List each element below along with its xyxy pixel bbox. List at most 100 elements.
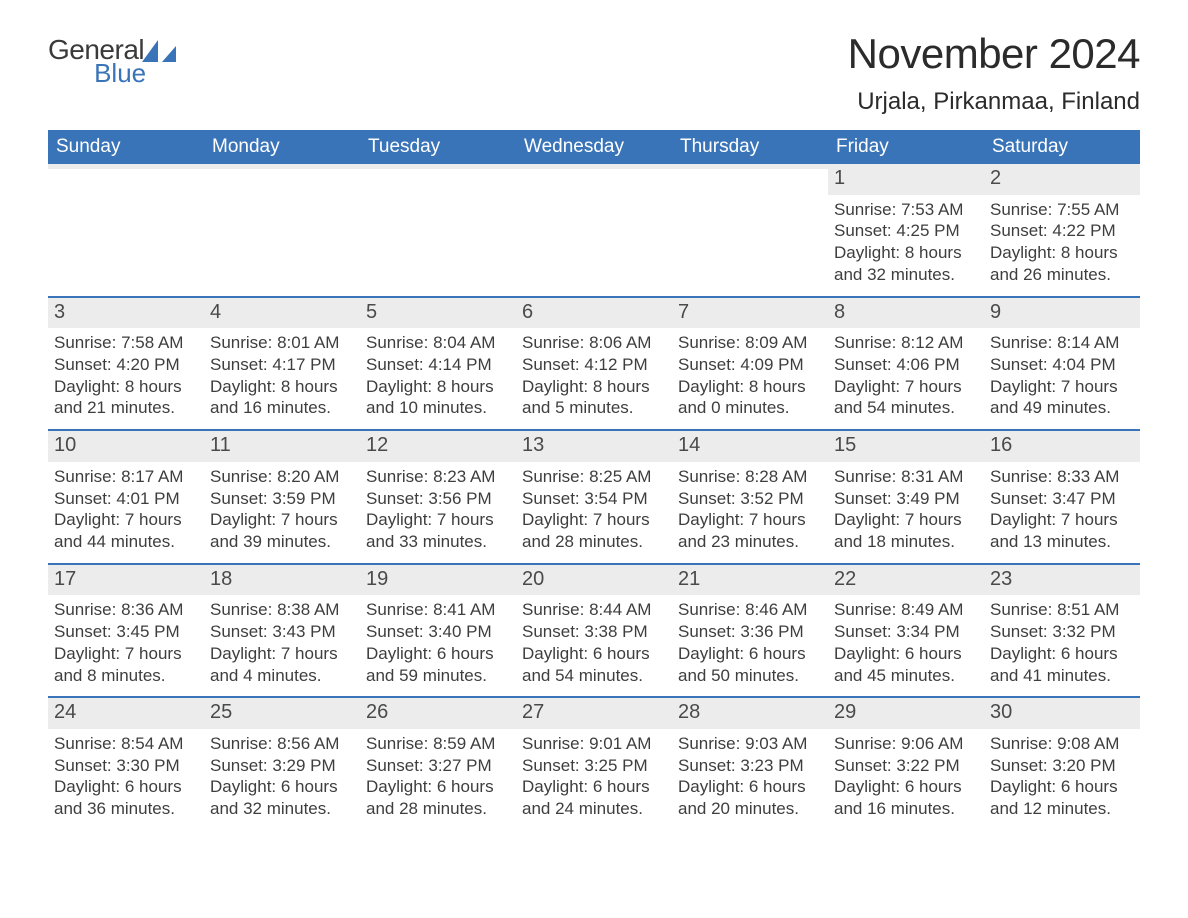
sunrise-text: Sunrise: 8:41 AM bbox=[366, 599, 510, 621]
daylight1-text: Daylight: 8 hours bbox=[366, 376, 510, 398]
week-row: 10 Sunrise: 8:17 AMSunset: 4:01 PM Dayligh… bbox=[48, 429, 1140, 563]
day-number: 23 bbox=[984, 565, 1140, 596]
daylight1-text: Daylight: 8 hours bbox=[522, 376, 666, 398]
daylight2-text: and 24 minutes. bbox=[522, 798, 666, 820]
daylight1-text: Daylight: 6 hours bbox=[834, 776, 978, 798]
sunrise-text: Sunrise: 8:17 AM bbox=[54, 466, 198, 488]
daylight2-text: and 12 minutes. bbox=[990, 798, 1134, 820]
location: Urjala, Pirkanmaa, Finland bbox=[848, 88, 1140, 116]
daylight1-text: Daylight: 8 hours bbox=[678, 376, 822, 398]
daylight2-text: and 50 minutes. bbox=[678, 665, 822, 687]
day-cell: 21Sunrise: 8:46 AMSunset: 3:36 PMDayligh… bbox=[672, 565, 828, 697]
daylight1-text: Daylight: 7 hours bbox=[990, 376, 1134, 398]
day-number: 2 bbox=[984, 164, 1140, 195]
day-cell: 5Sunrise: 8:04 AMSunset: 4:14 PMDaylight… bbox=[360, 298, 516, 430]
day-number: 10 bbox=[48, 431, 204, 462]
daylight2-text: and 10 minutes. bbox=[366, 397, 510, 419]
daylight1-text: Daylight: 6 hours bbox=[678, 776, 822, 798]
day-number: 12 bbox=[360, 431, 516, 462]
daylight1-text: Daylight: 6 hours bbox=[678, 643, 822, 665]
sunset-text: Sunset: 3:25 PM bbox=[522, 755, 666, 777]
sunrise-text: Sunrise: 8:36 AM bbox=[54, 599, 198, 621]
daylight1-text: Daylight: 7 hours bbox=[366, 509, 510, 531]
day-number: 9 bbox=[984, 298, 1140, 329]
weeks-container: 1Sunrise: 7:53 AMSunset: 4:25 PMDaylight… bbox=[48, 164, 1140, 830]
daylight1-text: Daylight: 7 hours bbox=[210, 643, 354, 665]
day-cell: 17Sunrise: 8:36 AMSunset: 3:45 PMDayligh… bbox=[48, 565, 204, 697]
sunset-text: Sunset: 3:23 PM bbox=[678, 755, 822, 777]
sunset-text: Sunset: 3:30 PM bbox=[54, 755, 198, 777]
day-cell: 28Sunrise: 9:03 AMSunset: 3:23 PMDayligh… bbox=[672, 698, 828, 830]
sunset-text: Sunset: 3:49 PM bbox=[834, 488, 978, 510]
sunset-text: Sunset: 3:32 PM bbox=[990, 621, 1134, 643]
daylight1-text: Daylight: 7 hours bbox=[210, 509, 354, 531]
sunrise-text: Sunrise: 8:12 AM bbox=[834, 332, 978, 354]
daylight2-text: and 26 minutes. bbox=[990, 264, 1134, 286]
day-cell: 7Sunrise: 8:09 AMSunset: 4:09 PMDaylight… bbox=[672, 298, 828, 430]
daylight2-text: and 32 minutes. bbox=[834, 264, 978, 286]
daylight1-text: Daylight: 6 hours bbox=[990, 643, 1134, 665]
day-cell: 14Sunrise: 8:28 AMSunset: 3:52 PMDayligh… bbox=[672, 431, 828, 563]
day-number: 26 bbox=[360, 698, 516, 729]
sunrise-text: Sunrise: 7:55 AM bbox=[990, 199, 1134, 221]
sunset-text: Sunset: 3:36 PM bbox=[678, 621, 822, 643]
day-cell bbox=[204, 164, 360, 296]
title-block: November 2024 Urjala, Pirkanmaa, Finland bbox=[848, 30, 1140, 116]
daylight1-text: Daylight: 6 hours bbox=[366, 643, 510, 665]
sunset-text: Sunset: 4:12 PM bbox=[522, 354, 666, 376]
daylight1-text: Daylight: 8 hours bbox=[834, 242, 978, 264]
sunrise-text: Sunrise: 8:54 AM bbox=[54, 733, 198, 755]
week-row: 17Sunrise: 8:36 AMSunset: 3:45 PMDayligh… bbox=[48, 563, 1140, 697]
sunrise-text: Sunrise: 8:38 AM bbox=[210, 599, 354, 621]
day-cell bbox=[360, 164, 516, 296]
sunset-text: Sunset: 4:01 PM bbox=[54, 488, 198, 510]
daylight2-text: and 16 minutes. bbox=[210, 397, 354, 419]
daylight2-text: and 5 minutes. bbox=[522, 397, 666, 419]
sunset-text: Sunset: 3:56 PM bbox=[366, 488, 510, 510]
sunset-text: Sunset: 4:04 PM bbox=[990, 354, 1134, 376]
sunrise-text: Sunrise: 8:06 AM bbox=[522, 332, 666, 354]
daylight1-text: Daylight: 7 hours bbox=[678, 509, 822, 531]
daylight2-text: and 41 minutes. bbox=[990, 665, 1134, 687]
daylight1-text: Daylight: 8 hours bbox=[210, 376, 354, 398]
sunrise-text: Sunrise: 8:46 AM bbox=[678, 599, 822, 621]
daylight2-text: and 13 minutes. bbox=[990, 531, 1134, 553]
day-number: 24 bbox=[48, 698, 204, 729]
sunrise-text: Sunrise: 8:04 AM bbox=[366, 332, 510, 354]
day-cell: 22Sunrise: 8:49 AMSunset: 3:34 PMDayligh… bbox=[828, 565, 984, 697]
daylight2-text: and 33 minutes. bbox=[366, 531, 510, 553]
weekday-header: Saturday bbox=[984, 130, 1140, 164]
logo-text: General Blue bbox=[48, 36, 144, 86]
day-number: 14 bbox=[672, 431, 828, 462]
day-number: 8 bbox=[828, 298, 984, 329]
day-number: 1 bbox=[828, 164, 984, 195]
sunset-text: Sunset: 3:52 PM bbox=[678, 488, 822, 510]
day-cell: 25Sunrise: 8:56 AMSunset: 3:29 PMDayligh… bbox=[204, 698, 360, 830]
day-number: 25 bbox=[204, 698, 360, 729]
logo-sail-icon bbox=[142, 40, 178, 66]
weekday-header: Wednesday bbox=[516, 130, 672, 164]
weekday-header: Sunday bbox=[48, 130, 204, 164]
logo-blue: Blue bbox=[94, 60, 146, 86]
day-number: 15 bbox=[828, 431, 984, 462]
sunset-text: Sunset: 3:20 PM bbox=[990, 755, 1134, 777]
logo: General Blue bbox=[48, 30, 178, 86]
daylight2-text: and 28 minutes. bbox=[366, 798, 510, 820]
weekday-header: Monday bbox=[204, 130, 360, 164]
day-cell: 11Sunrise: 8:20 AMSunset: 3:59 PMDayligh… bbox=[204, 431, 360, 563]
day-cell: 30Sunrise: 9:08 AMSunset: 3:20 PMDayligh… bbox=[984, 698, 1140, 830]
day-number: 6 bbox=[516, 298, 672, 329]
day-cell bbox=[48, 164, 204, 296]
daylight1-text: Daylight: 6 hours bbox=[834, 643, 978, 665]
daylight1-text: Daylight: 6 hours bbox=[522, 776, 666, 798]
day-cell: 18Sunrise: 8:38 AMSunset: 3:43 PMDayligh… bbox=[204, 565, 360, 697]
sunset-text: Sunset: 4:14 PM bbox=[366, 354, 510, 376]
day-number: 13 bbox=[516, 431, 672, 462]
sunrise-text: Sunrise: 9:08 AM bbox=[990, 733, 1134, 755]
day-cell: 10Sunrise: 8:17 AMSunset: 4:01 PMDayligh… bbox=[48, 431, 204, 563]
day-cell: 3Sunrise: 7:58 AMSunset: 4:20 PMDaylight… bbox=[48, 298, 204, 430]
day-number: 18 bbox=[204, 565, 360, 596]
day-cell: 29Sunrise: 9:06 AMSunset: 3:22 PMDayligh… bbox=[828, 698, 984, 830]
daylight2-text: and 44 minutes. bbox=[54, 531, 198, 553]
daylight2-text: and 49 minutes. bbox=[990, 397, 1134, 419]
